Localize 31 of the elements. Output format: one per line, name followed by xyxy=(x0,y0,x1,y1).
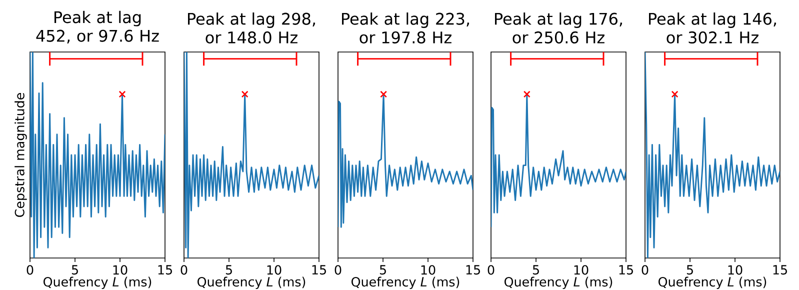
x-tick-label: 15 xyxy=(619,265,633,275)
x-tick-label: 5 xyxy=(380,265,386,275)
x-tick-label: 10 xyxy=(267,265,282,275)
x-axis-title: Quefrency L (ms) xyxy=(44,276,152,290)
chart-title: Peak at lag 146, or 302.1 Hz xyxy=(649,12,776,44)
x-tick-label: 5 xyxy=(72,265,78,275)
x-tick-label: 10 xyxy=(574,265,588,275)
x-tick-label: 0 xyxy=(488,265,494,275)
chart-title: Peak at lag 176, or 250.6 Hz xyxy=(495,12,622,44)
x-tick-label: 5 xyxy=(686,265,693,275)
x-tick-label: 15 xyxy=(158,265,172,275)
chart-title: Peak at lag 223, or 197.8 Hz xyxy=(342,12,469,44)
x-axis-title: Quefrency L (ms) xyxy=(658,276,766,290)
x-tick-label: 0 xyxy=(26,265,34,275)
chart-title: Peak at lag 298, or 148.0 Hz xyxy=(188,12,315,44)
chart-title: Peak at lag 452, or 97.6 Hz xyxy=(36,10,159,44)
y-axis-title: Cepstral magnitude xyxy=(14,93,27,217)
x-tick-label: 15 xyxy=(312,265,326,275)
x-tick-label: 10 xyxy=(728,265,742,275)
x-axis-title: Quefrency L (ms) xyxy=(352,276,460,290)
x-tick-label: 10 xyxy=(421,265,436,275)
x-tick-label: 10 xyxy=(113,265,128,275)
x-tick-label: 5 xyxy=(226,265,232,275)
x-tick-label: 0 xyxy=(180,265,188,275)
x-axis-title: Quefrency L (ms) xyxy=(504,276,612,290)
x-axis-title: Quefrency L (ms) xyxy=(198,276,306,290)
x-tick-label: 15 xyxy=(773,265,787,275)
x-tick-label: 15 xyxy=(466,265,480,275)
x-tick-label: 0 xyxy=(334,265,342,275)
x-tick-label: 5 xyxy=(532,265,539,275)
x-tick-label: 0 xyxy=(642,265,648,275)
